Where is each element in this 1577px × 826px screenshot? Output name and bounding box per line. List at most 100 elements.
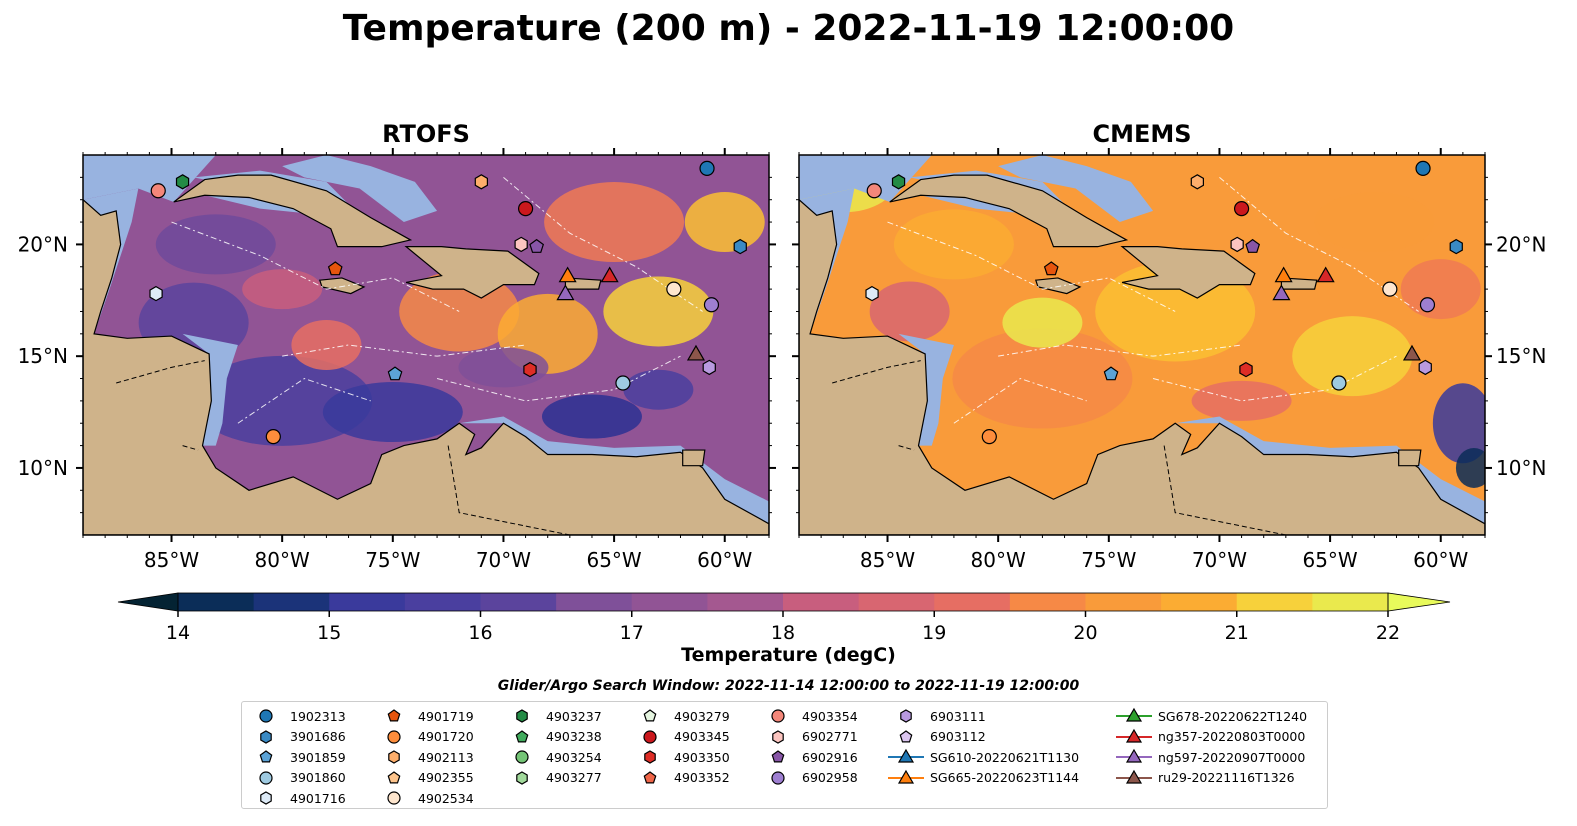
legend-hexagon-icon (516, 709, 528, 723)
lon-tick-label: 85°W (860, 548, 915, 572)
legend-label: 4903354 (802, 708, 858, 724)
legend-label: 6902958 (802, 770, 858, 785)
legend-label: 4903345 (674, 729, 730, 744)
marker-4901716 (865, 285, 879, 302)
marker-4901719 (1043, 261, 1059, 276)
land-jamaica (1034, 277, 1082, 295)
lat-tick-label: 20°N (1496, 232, 1546, 256)
colorbar-label: Temperature (degC) (681, 644, 896, 666)
shelf-cubaS (920, 195, 1021, 214)
land-jamaica (318, 277, 366, 295)
legend-pentagon-icon (643, 709, 657, 722)
legend-circle-icon (515, 750, 529, 764)
marker-4901716 (149, 285, 163, 302)
legend-label: 6903112 (930, 729, 986, 744)
legend-marker-icon (259, 770, 273, 785)
legend-item: SG610-20220621T1130 (886, 747, 1079, 767)
marker-3901859 (387, 366, 403, 381)
legend-circle-icon (387, 729, 401, 744)
legend-item: 4903345 (630, 727, 730, 747)
legend-item: 4903277 (502, 768, 602, 788)
marker-4903354 (150, 183, 166, 199)
marker-4902113 (474, 174, 488, 190)
colorbar-extend-low (117, 592, 179, 612)
lat-tick-label: 10°N (1496, 456, 1546, 480)
legend-circle-icon (643, 729, 657, 744)
marker-4903345 (1233, 201, 1250, 217)
legend-marker-icon (888, 769, 924, 784)
shelf-bahamas (998, 155, 1154, 223)
legend-marker-icon (771, 770, 785, 785)
legend-label: 6903111 (930, 708, 986, 724)
legend-marker-icon (516, 709, 528, 723)
marker-4902113 (1190, 174, 1205, 190)
legend-hexagon-icon (900, 709, 912, 723)
lon-tick-label: 75°W (1081, 548, 1136, 572)
marker-ng357-20220803T0000 (1316, 266, 1335, 283)
lon-tick-label: 80°W (255, 548, 310, 572)
legend-hexagon-icon (388, 750, 400, 764)
legend-marker-icon (1116, 707, 1152, 722)
legend-label: ng597-20220907T0000 (1158, 749, 1306, 765)
marker-ng597-20220907T0000 (1272, 284, 1291, 301)
legend-item: 4902113 (374, 747, 474, 767)
legend-marker-icon (888, 748, 924, 763)
marker-SG665-20220623T1144 (558, 266, 577, 283)
lon-tick-label: 60°W (1413, 548, 1468, 572)
legend-marker-icon (387, 770, 401, 783)
shelf-gulfFlorida (799, 155, 932, 202)
land-trinidad (682, 449, 706, 467)
legend-pentagon-icon (899, 729, 913, 742)
marker-3901860 (615, 375, 631, 391)
marker-4903350 (1239, 361, 1253, 378)
legend-marker-icon (387, 791, 401, 805)
marker-ng597-20220907T0000 (556, 284, 575, 301)
legend-circle-icon (771, 770, 785, 785)
land-centralAmerica (83, 198, 769, 535)
legend-marker-icon (900, 709, 912, 723)
legend-marker-icon (1116, 728, 1152, 743)
legend-hexagon-icon (772, 729, 784, 744)
legend-marker-icon (260, 729, 272, 744)
legend-item: ng597-20220907T0000 (1114, 747, 1305, 767)
colorbar-tick-label: 22 (1376, 622, 1400, 644)
legend-item: 6902958 (758, 768, 858, 788)
legend-label: 3901859 (290, 749, 346, 765)
legend-pentagon-icon (259, 750, 273, 763)
legend-label: 4902355 (418, 770, 474, 785)
marker-4902534 (1382, 281, 1398, 297)
legend-item: 6902771 (758, 727, 858, 747)
lon-tick-label: 60°W (697, 548, 752, 572)
legend-triangle-icon (1125, 707, 1143, 722)
land-hispaniola (1120, 246, 1256, 299)
legend-label: 1902313 (290, 708, 346, 724)
marker-1902313 (699, 160, 715, 177)
marker-4902534 (666, 281, 682, 297)
legend-label: 4903238 (546, 729, 602, 744)
legend-item: 3901859 (246, 747, 346, 767)
marker-4901720 (981, 429, 997, 445)
legend-label: 4903277 (546, 770, 602, 785)
land-cuba (173, 174, 413, 248)
legend-label: SG610-20220621T1130 (930, 749, 1080, 765)
lon-tick-label: 70°W (476, 548, 531, 572)
lon-tick-label: 65°W (1302, 548, 1357, 572)
land-cuba (889, 174, 1129, 248)
legend-label: 6902916 (802, 749, 858, 765)
shelf-venezuela (1175, 416, 1485, 524)
legend-circle-icon (259, 770, 273, 785)
legend-marker-icon (643, 709, 657, 722)
marker-3901686 (1449, 238, 1463, 255)
marker-3901859 (1103, 366, 1119, 381)
legend-hexagon-icon (516, 770, 528, 785)
legend-marker-icon (388, 750, 400, 764)
legend-item: SG678-20220622T1240 (1114, 706, 1307, 726)
legend-triangle-icon (1125, 728, 1143, 743)
legend-pentagon-icon (643, 770, 657, 783)
land-hispaniola (404, 246, 540, 299)
legend-item: 4903354 (758, 706, 858, 726)
legend-label: 4903350 (674, 749, 730, 765)
legend-pentagon-icon (771, 750, 785, 763)
legend-title: Glider/Argo Search Window: 2022-11-14 12… (497, 678, 1080, 694)
